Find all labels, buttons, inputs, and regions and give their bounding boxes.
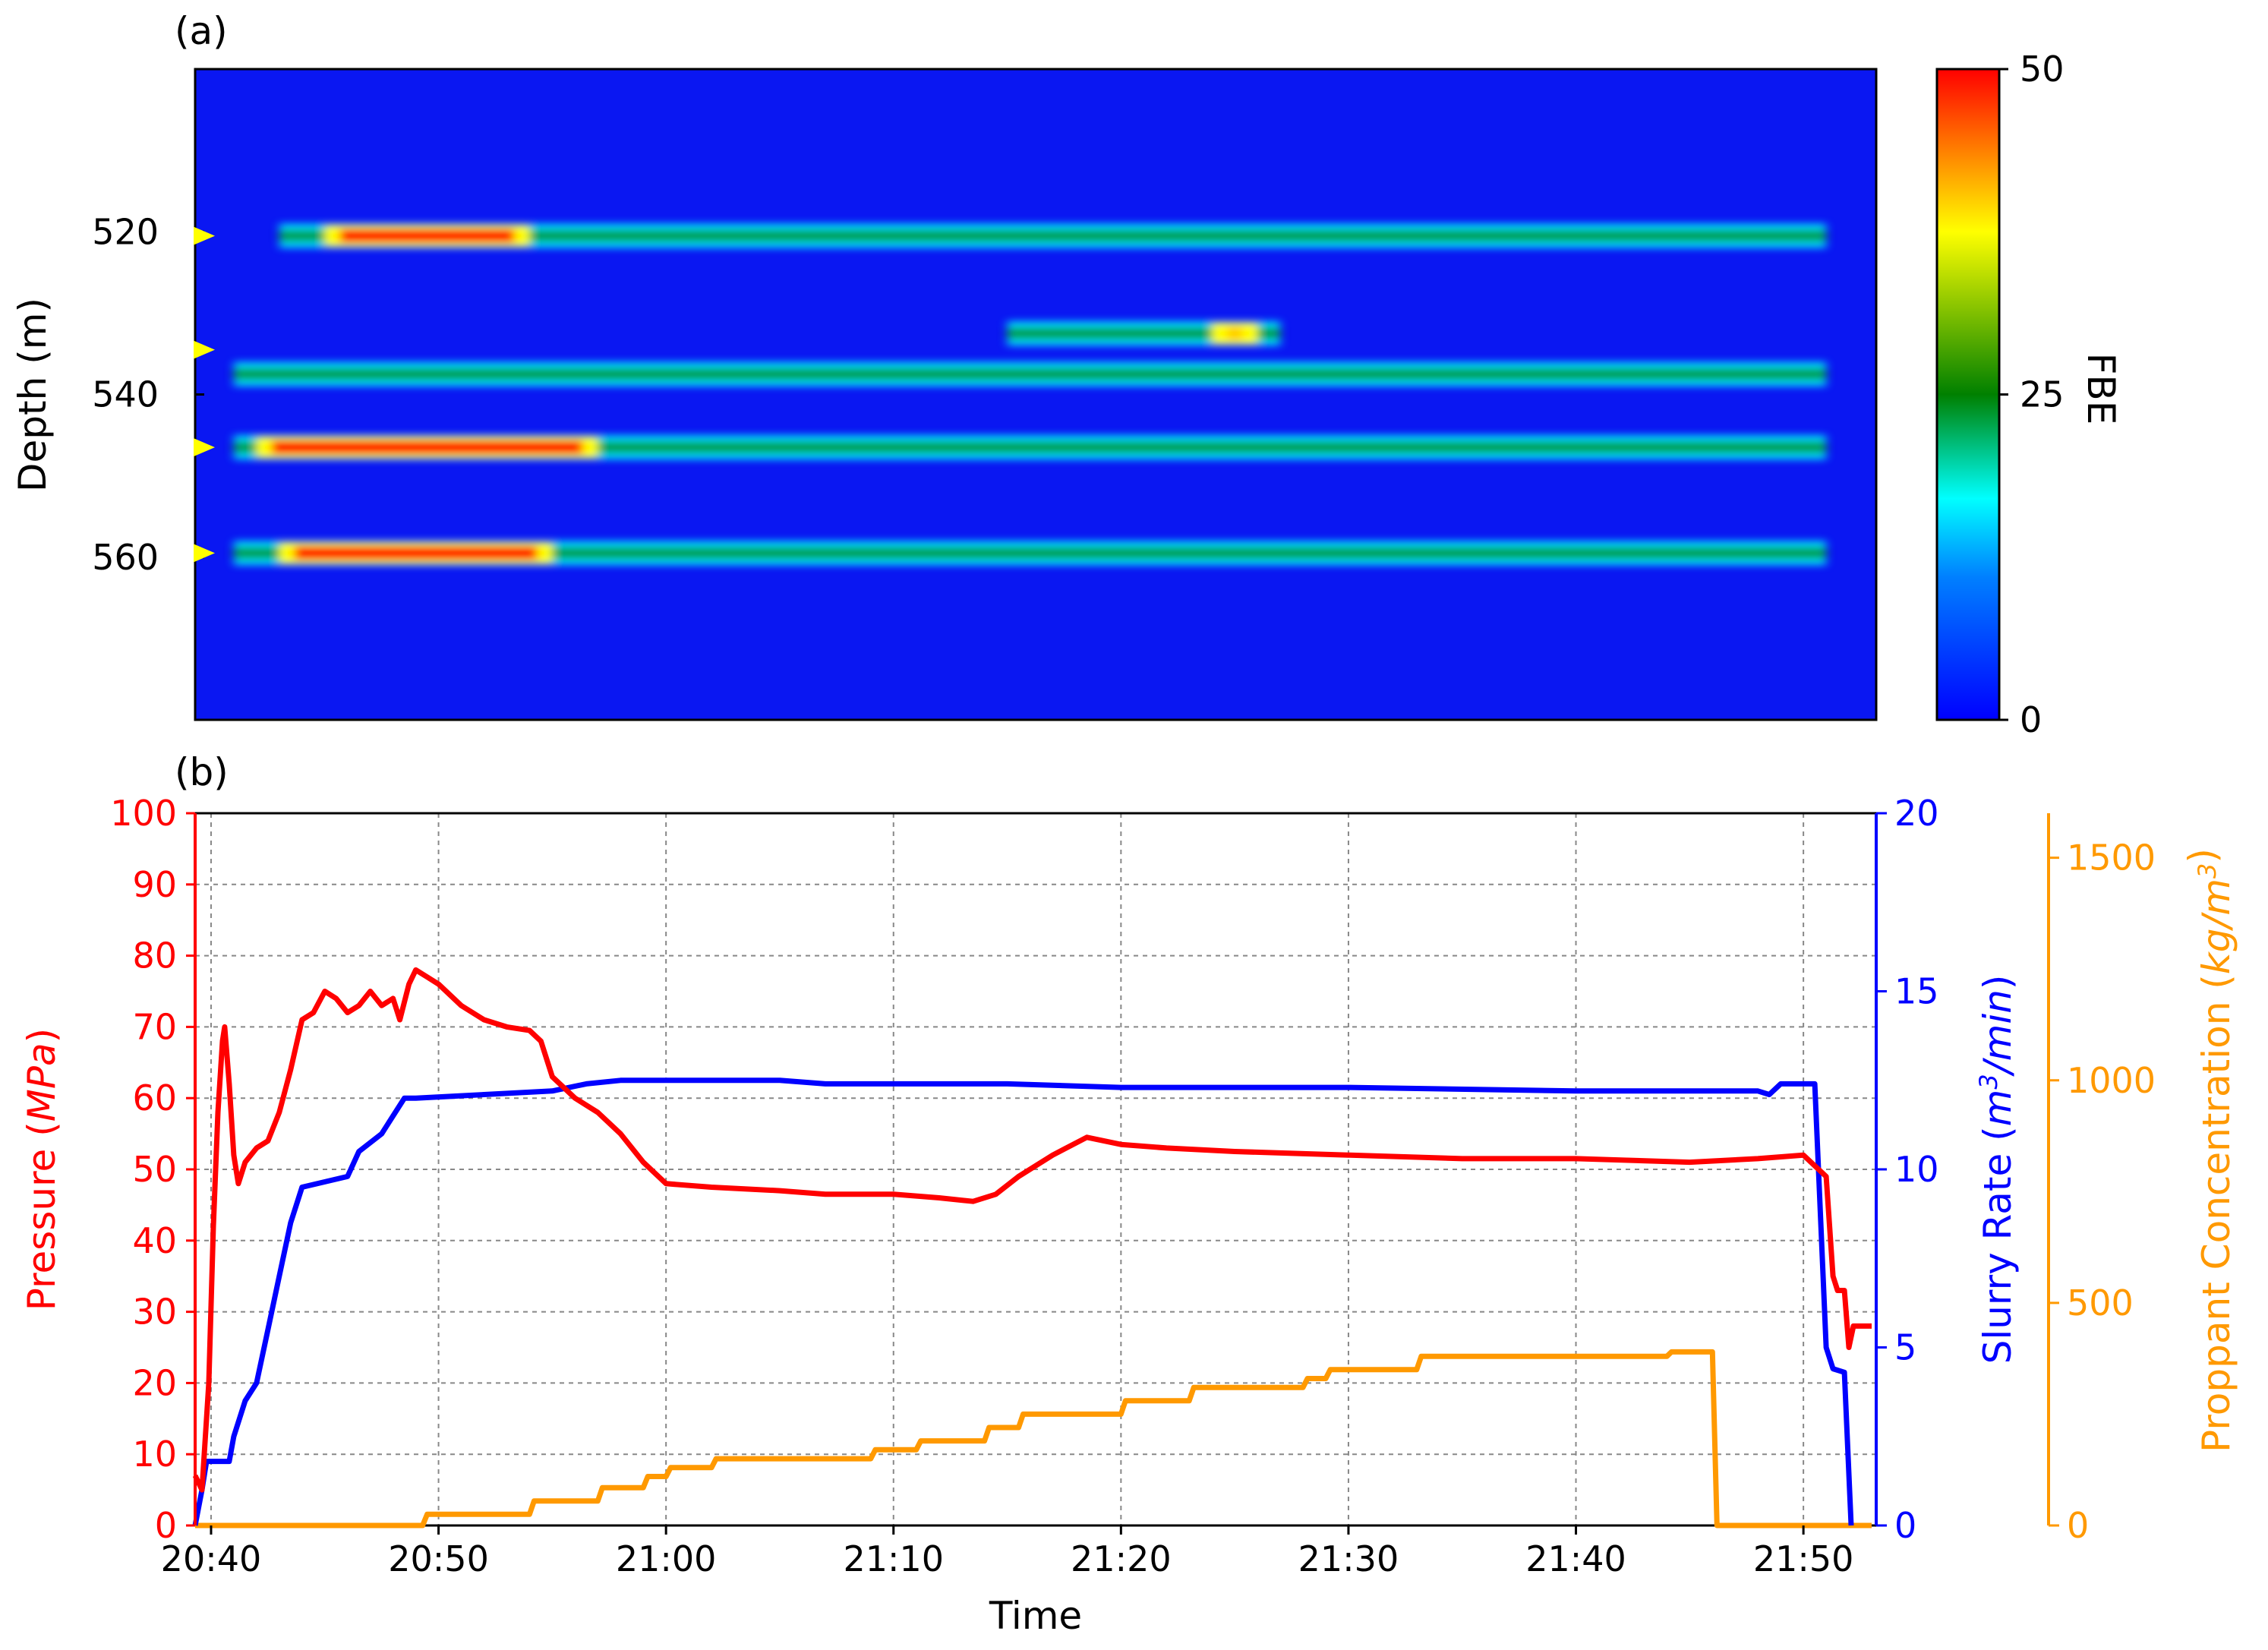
depth-marker-triangle — [194, 438, 215, 457]
panel-a-label: (a) — [175, 9, 228, 53]
series-line-pressure — [192, 967, 1872, 1493]
time-axis: 20:40 20:50 21:00 21:10 21:20 21:30 21:40 21:50 — [161, 1525, 1854, 1579]
time-tick-label: 20:40 — [161, 1538, 262, 1579]
heatmap — [195, 69, 1876, 720]
proppant-axis: 0 500 1000 1500 — [2047, 813, 2156, 1546]
time-axis-label: Time — [989, 1594, 1082, 1638]
colorbar-ticks: 50 25 0 — [1999, 49, 2065, 740]
pressure-tick-label: 60 — [132, 1077, 177, 1118]
depth-markers — [194, 226, 215, 563]
heatmap-y-axis: 520 540 560 — [92, 211, 204, 578]
slurry-rate-axis: 0 5 10 15 20 — [1875, 793, 1939, 1546]
slurry-rate-tick-label: 0 — [1894, 1505, 1916, 1546]
pressure-tick-label: 40 — [132, 1220, 177, 1261]
pressure-tick-label: 90 — [132, 864, 177, 905]
time-tick-label: 21:50 — [1753, 1538, 1854, 1579]
depth-marker-triangle — [194, 340, 215, 359]
time-tick-label: 21:10 — [843, 1538, 944, 1579]
fbe-peak-core-520.5 — [339, 229, 515, 243]
slurry-rate-tick-label: 10 — [1894, 1149, 1939, 1190]
pressure-axis: 0 10 20 30 40 50 60 70 80 90 100 — [110, 793, 197, 1546]
depth-marker-triangle — [194, 226, 215, 245]
pressure-tick-label: 20 — [132, 1362, 177, 1403]
time-tick-label: 20:50 — [388, 1538, 489, 1579]
proppant-tick-label: 1500 — [2067, 838, 2156, 879]
axis-label-unit: kg/m — [2194, 879, 2238, 974]
slurry-rate-tick-label: 5 — [1894, 1327, 1916, 1368]
heatmap-ylabel: Depth (m) — [11, 298, 55, 492]
axis-label-name: Pressure — [20, 1137, 64, 1311]
slurry-rate-axis-label: Slurry Rate (m3/min) — [1974, 975, 2020, 1364]
axis-label-unit: ( — [1976, 1126, 2020, 1141]
axis-label-unit: MPa — [20, 1043, 64, 1122]
axis-label-unit: m — [1976, 1090, 2020, 1127]
series-lines — [192, 967, 1872, 1529]
depth-tick-label: 560 — [92, 537, 159, 578]
proppant-tick-label: 500 — [2067, 1282, 2134, 1323]
time-tick-label: 21:20 — [1071, 1538, 1172, 1579]
colorbar-tick-label: 0 — [2020, 699, 2042, 740]
colorbar-label: FBE — [2079, 353, 2123, 425]
axis-label-name: Slurry Rate — [1976, 1141, 2020, 1364]
pressure-tick-label: 30 — [132, 1292, 177, 1333]
pressure-tick-label: 70 — [132, 1006, 177, 1047]
colorbar-tick-label: 25 — [2020, 374, 2065, 415]
fbe-peak-core-559.5 — [294, 546, 538, 560]
fbe-band-core-559.5 — [233, 547, 1827, 560]
pressure-axis-label: Pressure (MPa) — [20, 1028, 64, 1311]
pressure-tick-label: 10 — [132, 1434, 177, 1475]
axis-label-unit: 3 — [2193, 863, 2222, 879]
proppant-tick-label: 0 — [2067, 1505, 2089, 1546]
grid — [195, 812, 1876, 1526]
proppant-axis-label: Proppant Concentration (kg/m3) — [2181, 848, 2238, 1453]
fbe-peak-core-532.5 — [1227, 327, 1243, 341]
time-tick-label: 21:00 — [616, 1538, 717, 1579]
axis-label-unit: ( — [2194, 974, 2238, 989]
depth-tick-label: 520 — [92, 211, 159, 252]
axis-label-unit: ( — [20, 1122, 64, 1137]
fbe-band-core-537.5 — [233, 368, 1827, 380]
pressure-tick-label: 80 — [132, 935, 177, 976]
colorbar — [1935, 68, 2001, 721]
pressure-tick-label: 0 — [155, 1505, 177, 1546]
time-tick-label: 21:30 — [1298, 1538, 1399, 1579]
series-line-slurry-rate — [192, 1077, 1854, 1526]
heatmap-background — [195, 69, 1876, 720]
depth-marker-triangle — [194, 544, 215, 563]
fbe-band-core-520.5 — [279, 229, 1827, 242]
axis-label-unit: ) — [2181, 848, 2225, 863]
axis-label-unit: ) — [1976, 975, 2020, 990]
axis-label-name: Proppant Concentration — [2194, 989, 2238, 1453]
panel-b-label: (b) — [175, 750, 229, 794]
pressure-tick-label: 100 — [110, 793, 177, 834]
series-line-proppant-concentration — [195, 1349, 1872, 1529]
depth-tick-label: 540 — [92, 374, 159, 415]
fbe-band-core-546.5 — [233, 441, 1827, 454]
axis-label-unit: ) — [20, 1028, 64, 1043]
axis-label-unit: /min — [1976, 989, 2020, 1077]
time-tick-label: 21:40 — [1525, 1538, 1626, 1579]
slurry-rate-tick-label: 20 — [1894, 793, 1939, 834]
axis-label-unit: 3 — [1974, 1074, 2003, 1089]
fbe-peak-core-546.5 — [271, 440, 583, 455]
slurry-rate-tick-label: 15 — [1894, 971, 1939, 1012]
colorbar-tick-label: 50 — [2020, 49, 2065, 90]
proppant-tick-label: 1000 — [2067, 1060, 2156, 1101]
pressure-tick-label: 50 — [132, 1149, 177, 1190]
